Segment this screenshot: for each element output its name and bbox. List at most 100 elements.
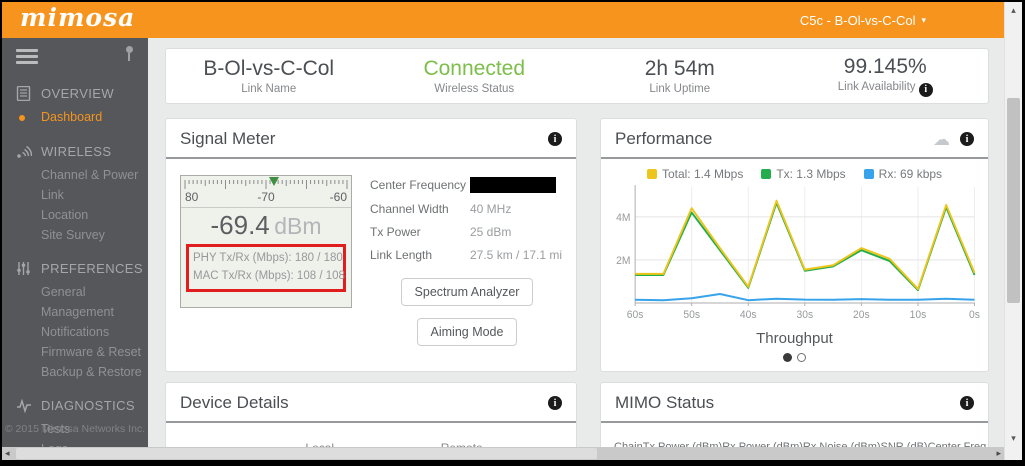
main-content: B-Ol-vs-C-Col Link Name Connected Wirele… [148,38,1004,447]
aiming-mode-button[interactable]: Aiming Mode [416,318,518,346]
sidebar-section-label: DIAGNOSTICS [41,398,135,413]
sidebar-item-label: Logs [41,442,68,447]
cloud-icon[interactable]: ☁ [933,129,950,149]
sidebar-section-diagnostics[interactable]: DIAGNOSTICS [2,394,148,417]
horizontal-scrollbar-thumb[interactable] [16,448,598,459]
scroll-left-icon[interactable]: ◂ [5,448,10,458]
gauge-scale-right: -60 [329,190,347,204]
signal-meter-title: Signal Meter [180,129,276,148]
detail-row-link-length: Link Length 27.5 km / 17.1 mi [370,248,564,262]
document-icon [15,86,32,101]
svg-text:10s: 10s [910,309,927,321]
sidebar-item-management[interactable]: Management [41,302,148,322]
sidebar-item-backup-restore[interactable]: Backup & Restore [41,362,148,382]
svg-text:60s: 60s [627,309,644,321]
info-icon[interactable]: i [548,132,562,146]
top-bar: mimosa C5c - B-Ol-vs-C-Col ▾ [2,2,1004,38]
scroll-right-icon[interactable]: ▸ [996,448,1001,458]
mimo-status-title: MIMO Status [615,393,715,412]
sidebar-item-channel-power[interactable]: Channel & Power [41,165,148,185]
status-cell-wireless-status: Connected Wireless Status [372,57,578,95]
legend-swatch-rx [863,169,874,179]
sidebar-item-site-survey[interactable]: Site Survey [41,225,148,245]
sidebar-section-preferences[interactable]: PREFERENCES [2,257,148,280]
legend-label: Total: 1.4 Mbps [661,167,744,181]
signal-strength-value: -69.4 dBm [181,210,351,241]
info-icon[interactable]: i [960,132,974,146]
mimo-col-rx-noise: Rx Noise (dBm) [802,441,881,447]
mac-rate-line: MAC Tx/Rx (Mbps): 108 / 108 [193,269,345,282]
hamburger-menu-icon[interactable] [16,49,38,67]
mimo-col-snr: SNR (dB) [880,441,928,447]
signal-gauge: 80 -70 -60 -69.4 dBm PHY [180,175,352,308]
phy-rate-line: PHY Tx/Rx (Mbps): 180 / 180 [193,252,343,264]
detail-label: Link Length [370,248,433,262]
sidebar-item-label: Management [41,305,114,319]
sidebar-item-firmware-reset[interactable]: Firmware & Reset [41,342,148,362]
sidebar-item-tests[interactable]: Tests [41,419,148,439]
svg-text:40s: 40s [740,309,757,321]
performance-title: Performance [615,129,713,148]
sidebar-item-location[interactable]: Location [41,205,148,225]
sidebar-item-logs[interactable]: Logs [41,439,148,447]
chevron-down-icon: ▾ [921,14,926,25]
sidebar-item-link[interactable]: Link [41,185,148,205]
sliders-icon [15,261,32,276]
vertical-scrollbar[interactable]: ▴ ▾ [1004,2,1022,460]
legend-label: Rx: 69 kbps [878,167,943,181]
vertical-scrollbar-thumb[interactable] [1007,98,1020,303]
gauge-pointer-icon [269,177,279,186]
mimo-status-panel: MIMO Status i Chain Tx Power (dBm) Rx Po… [600,382,989,447]
detail-value: 40 MHz [470,202,512,216]
sidebar-item-dashboard[interactable]: Dashboard [19,107,148,127]
detail-row-tx-power: Tx Power 25 dBm [370,225,564,239]
link-availability-text: Link Availability [837,81,916,94]
svg-text:2M: 2M [616,255,630,267]
sidebar-section-wireless[interactable]: WIRELESS [2,139,148,163]
legend-total[interactable]: Total: 1.4 Mbps [646,167,744,181]
device-details-title: Device Details [180,393,289,412]
legend-label: Tx: 1.3 Mbps [776,167,846,181]
sidebar-item-label: Dashboard [41,110,103,124]
svg-text:4M: 4M [616,212,630,224]
mimo-col-center-freq: Center Freq. (MHz) [927,441,989,447]
sidebar-item-notifications[interactable]: Notifications [41,322,148,342]
mimo-col-rx-power: Rx Power (dBm) [722,441,803,447]
sidebar: OVERVIEW Dashboard WIRELESS [2,38,148,447]
svg-text:50s: 50s [683,309,700,321]
status-cell-link-availability: 99.145% Link Availability i [783,55,989,97]
detail-label: Center Frequency [370,178,467,192]
scroll-up-icon[interactable]: ▴ [1011,5,1016,15]
legend-tx[interactable]: Tx: 1.3 Mbps [761,167,846,181]
link-name-label: Link Name [241,83,297,96]
signal-details: Center Frequency Channel Width 40 MHz Tx… [370,175,564,346]
sidebar-section-label: WIRELESS [41,143,112,159]
pagination-dot-2[interactable] [797,353,806,362]
detail-label: Channel Width [370,202,449,216]
wireless-status-value: Connected [423,56,526,80]
sidebar-section-overview[interactable]: OVERVIEW [2,82,148,105]
device-selector-dropdown[interactable]: C5c - B-Ol-vs-C-Col ▾ [800,2,926,38]
sidebar-section-label: PREFERENCES [41,261,143,276]
info-icon[interactable]: i [918,82,933,97]
info-icon[interactable]: i [960,396,974,410]
mimosa-logo[interactable]: mimosa [20,3,136,32]
signal-meter-panel: Signal Meter i 80 -70 -60 [165,118,577,372]
scroll-down-icon[interactable]: ▾ [1011,433,1016,443]
spectrum-analyzer-button[interactable]: Spectrum Analyzer [400,278,534,306]
horizontal-scrollbar[interactable]: ◂ ▸ [2,447,1004,460]
legend-rx[interactable]: Rx: 69 kbps [863,167,943,181]
sidebar-item-label: General [41,285,86,299]
sidebar-item-general[interactable]: General [41,282,148,302]
wireless-icon [15,143,32,159]
sidebar-item-label: Backup & Restore [41,365,142,379]
pagination-dot-1[interactable] [783,353,792,362]
device-selector-label: C5c - B-Ol-vs-C-Col [799,12,916,28]
status-cell-link-name: B-Ol-vs-C-Col Link Name [166,57,372,95]
status-cell-link-uptime: 2h 54m Link Uptime [577,57,783,95]
signal-dbm-number: -69.4 [210,210,270,240]
info-icon[interactable]: i [548,396,562,410]
sidebar-item-label: Firmware & Reset [41,345,142,359]
link-name-value: B-Ol-vs-C-Col [203,56,335,80]
pin-icon[interactable] [124,46,134,61]
